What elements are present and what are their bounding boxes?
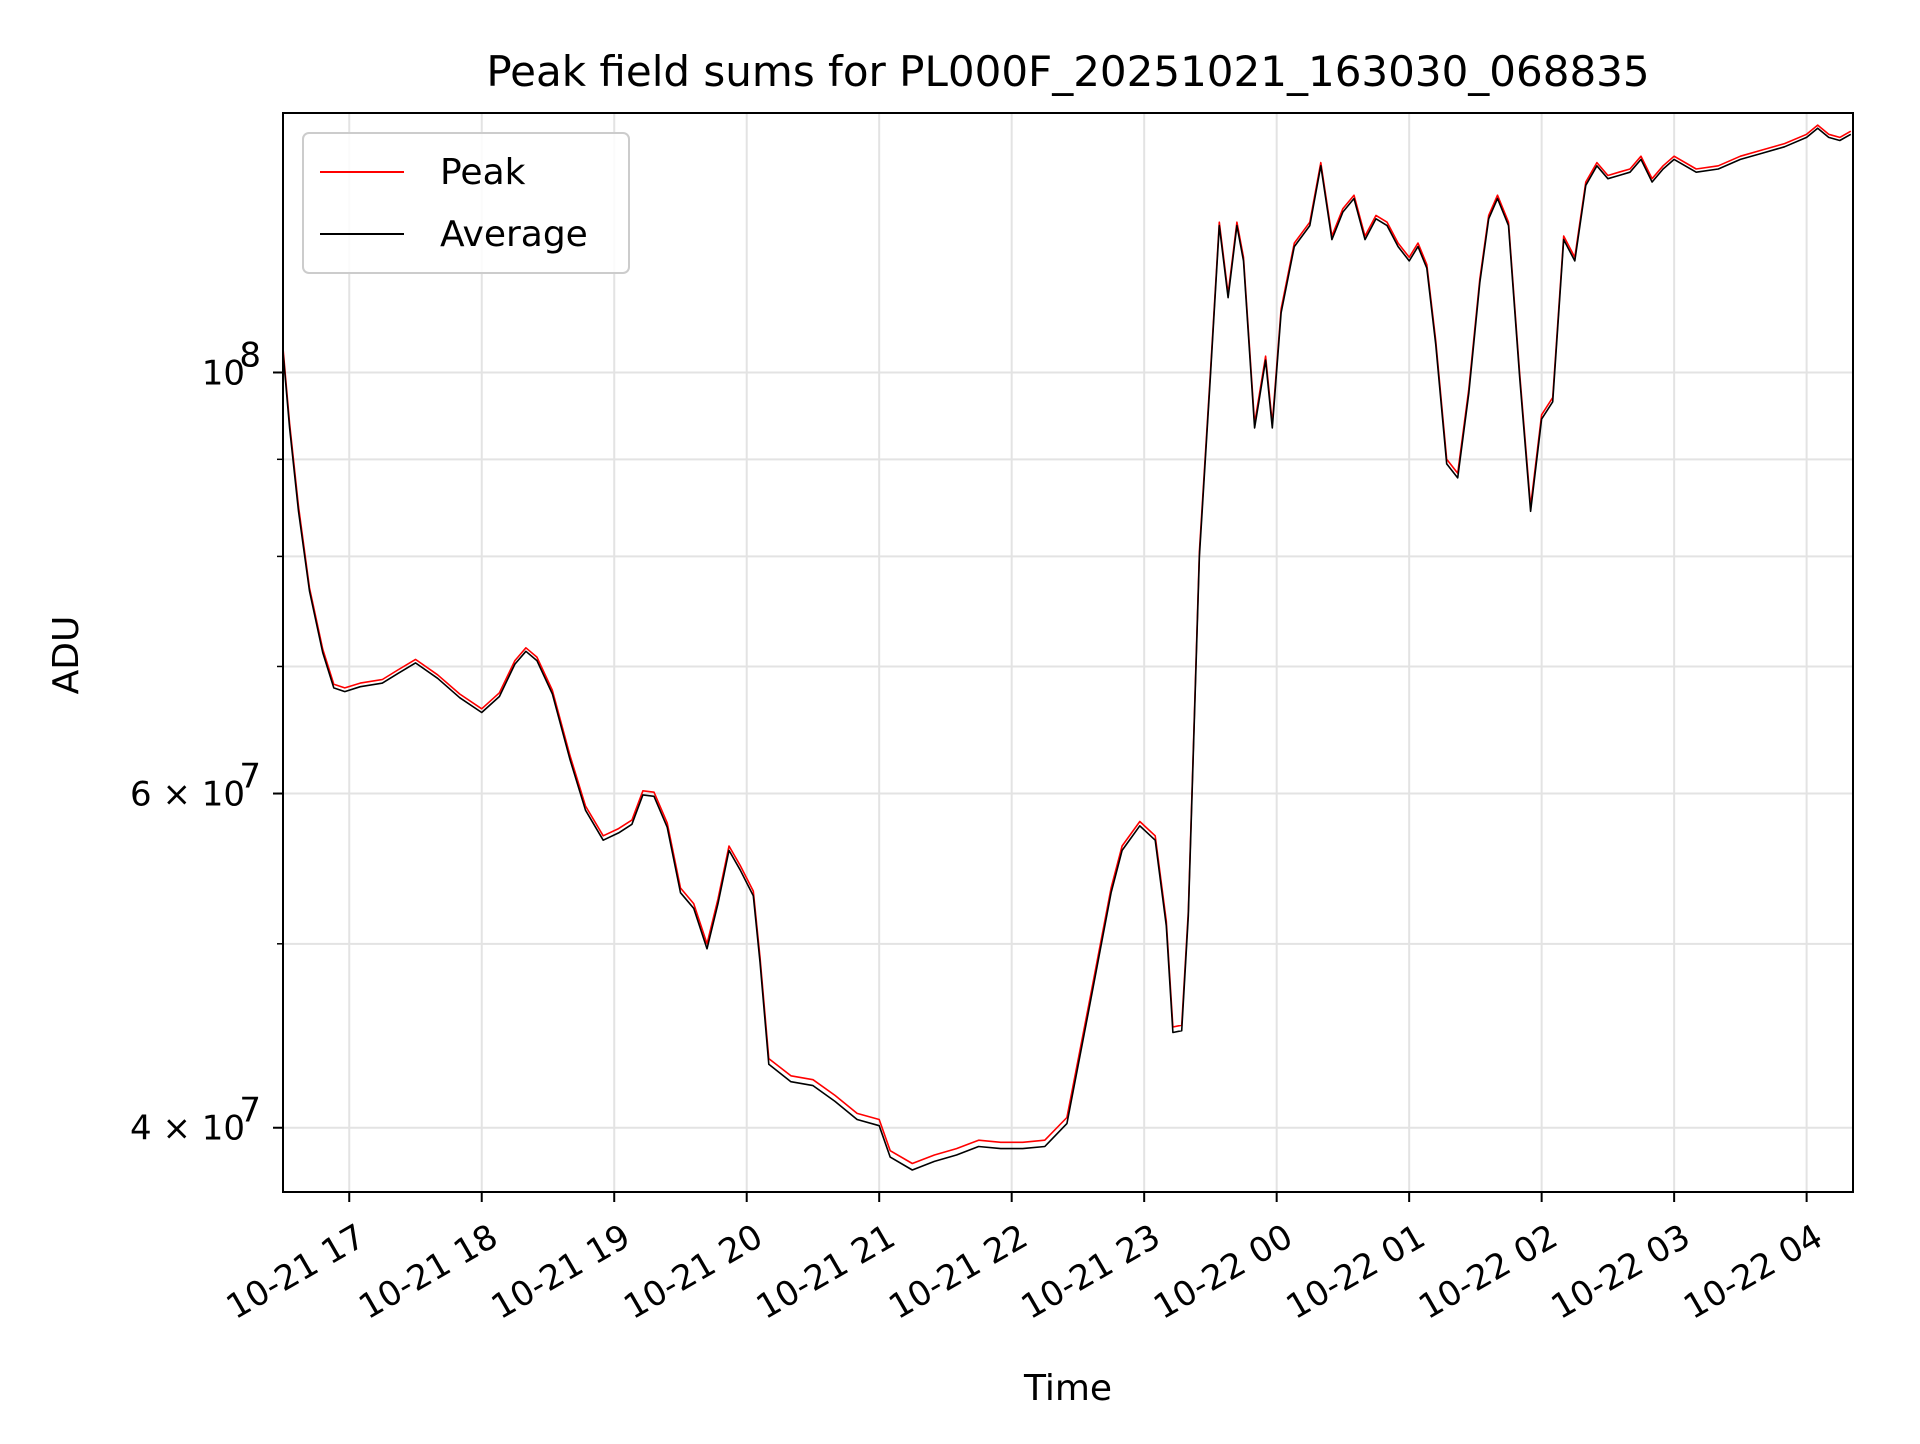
plot-frame xyxy=(282,112,1854,1193)
chart-title: Peak field sums for PL000F_20251021_1630… xyxy=(486,47,1649,96)
y-tick-exponent: 8 xyxy=(239,335,261,375)
y-tick-base: 6 × 10 xyxy=(130,775,245,815)
plot-lines xyxy=(283,124,1852,1171)
y-tick-exponent: 7 xyxy=(239,757,261,797)
grid xyxy=(283,113,1853,1192)
y-tick-label: 76 × 10 xyxy=(130,757,261,815)
series-line-average xyxy=(283,127,1852,1171)
y-tick-label: 810 xyxy=(202,335,261,393)
y-tick-base: 4 × 10 xyxy=(130,1109,245,1149)
legend-label-average: Average xyxy=(440,214,588,255)
legend-label-peak: Peak xyxy=(440,152,526,193)
y-tick-label: 74 × 10 xyxy=(130,1091,261,1149)
legend-box xyxy=(302,132,630,274)
legend: Peak Average xyxy=(302,132,630,274)
y-axis-label: ADU xyxy=(46,616,87,695)
x-axis-label: Time xyxy=(1023,1368,1112,1409)
y-tick-base: 10 xyxy=(202,353,245,393)
y-tick-exponent: 7 xyxy=(239,1091,261,1131)
